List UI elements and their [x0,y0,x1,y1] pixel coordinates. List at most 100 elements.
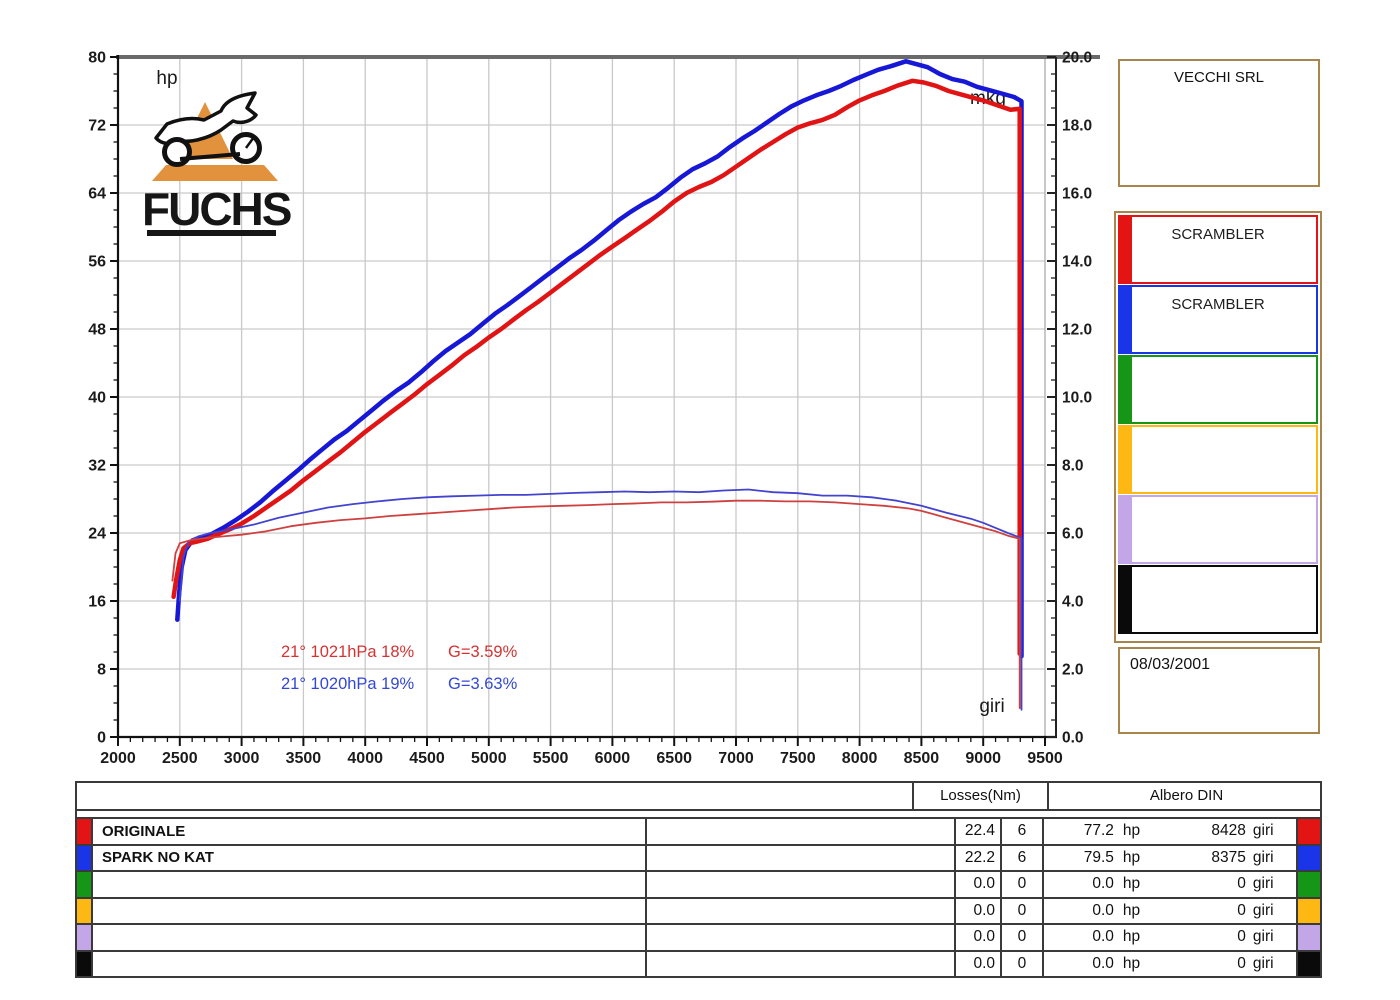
albero-din-cell: 77.2 hp 8428 giri [1044,819,1299,844]
albero-din-cell: 0.0 hp 0 giri [1044,951,1299,976]
svg-text:56: 56 [88,254,106,271]
row-color-stripe-right [1298,872,1320,897]
peak-rpm-value: 0 [1237,901,1246,919]
svg-text:0.0: 0.0 [1062,730,1084,747]
svg-text:9000: 9000 [965,750,1001,767]
wheel-spoke [244,136,256,149]
rpm-unit: giri [1252,928,1274,946]
run-slot-4[interactable] [1118,425,1318,494]
row-color-stripe [77,898,93,923]
annotation-gear-1: G=3.59% [448,643,518,661]
run-slot-3[interactable] [1118,355,1318,424]
run-slot-2[interactable]: SCRAMBLER [1118,285,1318,354]
run-slot-5[interactable] [1118,495,1318,564]
svg-text:2000: 2000 [100,750,136,767]
result-row-1[interactable]: ORIGINALE 22.4 6 77.2 hp 8428 giri [77,817,1320,844]
losses-count: 6 [1002,845,1044,870]
run-color-stripe [1120,287,1132,352]
losses-count: 6 [1002,819,1044,844]
power-unit: hp [1122,954,1141,972]
logo-base [152,165,278,181]
annotation-gear-2: G=3.63% [448,675,518,693]
svg-text:72: 72 [88,118,106,135]
svg-text:8500: 8500 [904,750,940,767]
svg-text:80: 80 [88,50,106,67]
svg-text:8: 8 [97,662,106,679]
run-label: SCRAMBLER [1171,296,1265,313]
losses-count: 0 [1002,925,1044,950]
results-rows: ORIGINALE 22.4 6 77.2 hp 8428 giri SPARK NO KAT… [77,817,1320,976]
row-color-stripe-right [1298,819,1320,844]
peak-rpm-value: 8428 [1211,822,1246,840]
losses-value: 0.0 [956,872,1003,897]
run-name: ORIGINALE [93,819,648,844]
series-originale-hp [171,78,1022,656]
albero-din-header: Albero DIN [1047,783,1324,809]
run-name [93,898,648,923]
date-box[interactable]: 08/03/2001 [1118,647,1320,734]
row-color-stripe-right [1298,925,1320,950]
svg-text:3000: 3000 [224,750,260,767]
series-spark-no-kat-hp [175,59,1024,659]
peak-power-value: 0.0 [1092,901,1114,919]
row-color-stripe-right [1298,951,1320,976]
axis-ticks [110,56,1056,746]
empty-cell [647,925,957,950]
row-color-stripe [77,925,93,950]
svg-text:2500: 2500 [162,750,198,767]
logo-underline [147,230,276,236]
svg-text:9500: 9500 [1027,750,1063,767]
operator-box[interactable]: VECCHI SRL [1118,59,1320,187]
run-name [93,951,648,976]
power-unit: hp [1122,848,1141,866]
svg-text:5500: 5500 [533,750,569,767]
run-color-stripe [1120,567,1132,632]
result-row-6[interactable]: 0.0 0 0.0 hp 0 giri [77,949,1320,976]
result-row-4[interactable]: 0.0 0 0.0 hp 0 giri [77,896,1320,923]
results-table: Losses(Nm) Albero DIN ORIGINALE 22.4 6 77.2… [75,781,1322,978]
losses-count: 0 [1002,872,1044,897]
losses-value: 0.0 [956,951,1003,976]
svg-text:4.0: 4.0 [1062,594,1084,611]
result-row-2[interactable]: SPARK NO KAT 22.2 6 79.5 hp 8375 giri [77,843,1320,870]
result-row-5[interactable]: 0.0 0 0.0 hp 0 giri [77,923,1320,950]
empty-cell [647,951,957,976]
test-date: 08/03/2001 [1130,656,1211,673]
svg-text:6000: 6000 [595,750,631,767]
rpm-unit: giri [1252,901,1274,919]
rpm-unit: giri [1252,822,1274,840]
run-name [93,872,648,897]
empty-cell [647,898,957,923]
series-originale-mkg [171,499,1021,709]
row-color-stripe [77,819,93,844]
logo-underframe [179,152,241,161]
empty-cell [647,872,957,897]
albero-din-cell: 0.0 hp 0 giri [1044,872,1299,897]
power-torque-chart: 0 8 16 24 32 40 48 56 64 72 80 2000 2500 3000 3500 4000… [88,50,1100,767]
rpm-unit: giri [1252,848,1274,866]
power-unit: hp [1122,875,1141,893]
result-row-3[interactable]: 0.0 0 0.0 hp 0 giri [77,870,1320,897]
svg-text:8.0: 8.0 [1062,458,1084,475]
peak-rpm-value: 0 [1237,954,1246,972]
peak-power-value: 0.0 [1092,928,1114,946]
svg-text:2.0: 2.0 [1062,662,1084,679]
svg-text:6.0: 6.0 [1062,526,1084,543]
svg-text:0: 0 [97,730,106,747]
row-color-stripe-right [1298,898,1320,923]
svg-text:16.0: 16.0 [1062,186,1092,203]
run-slot-6[interactable] [1118,565,1318,634]
rpm-unit: giri [1252,875,1274,893]
losses-value: 0.0 [956,898,1003,923]
run-color-stripe [1120,217,1132,282]
svg-text:7000: 7000 [718,750,754,767]
svg-text:7500: 7500 [780,750,816,767]
run-slot-1[interactable]: SCRAMBLER [1118,215,1318,284]
run-slots-frame: SCRAMBLER SCRAMBLER [1114,211,1322,643]
run-color-stripe [1120,497,1132,562]
rear-wheel [162,137,192,167]
svg-text:3500: 3500 [286,750,322,767]
svg-text:14.0: 14.0 [1062,254,1092,271]
empty-cell [647,819,957,844]
svg-text:20.0: 20.0 [1062,50,1092,67]
